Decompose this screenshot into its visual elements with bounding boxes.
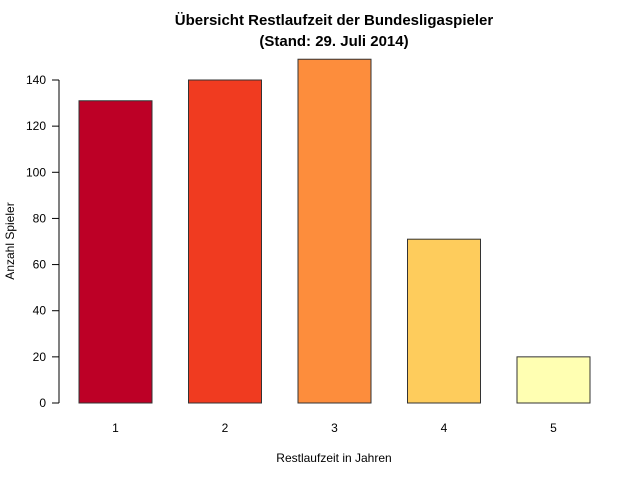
x-tick-label: 5 bbox=[550, 421, 557, 435]
x-tick-label: 4 bbox=[441, 421, 448, 435]
x-tick-label: 1 bbox=[112, 421, 119, 435]
bar-4 bbox=[407, 238, 481, 404]
x-tick-labels: 1 2 3 4 5 bbox=[112, 421, 557, 435]
y-tick-label: 60 bbox=[33, 258, 47, 272]
y-tick-label: 140 bbox=[26, 73, 46, 87]
bar-1 bbox=[78, 100, 153, 404]
y-axis-label: Anzahl Spieler bbox=[3, 202, 17, 279]
y-tick-label: 80 bbox=[33, 211, 47, 225]
y-tick-label: 20 bbox=[33, 350, 47, 364]
bars-group bbox=[78, 58, 591, 404]
chart-title-line1: Übersicht Restlaufzeit der Bundesligaspi… bbox=[175, 12, 494, 29]
x-axis-label: Restlaufzeit in Jahren bbox=[276, 451, 391, 465]
chart-title-line2: (Stand: 29. Juli 2014) bbox=[259, 33, 408, 50]
bar-2 bbox=[188, 79, 262, 404]
y-axis: 0 20 40 60 80 100 120 140 bbox=[26, 73, 60, 410]
y-tick-label: 100 bbox=[26, 165, 46, 179]
x-tick-label: 3 bbox=[331, 421, 338, 435]
x-tick-label: 2 bbox=[222, 421, 229, 435]
y-tick-label: 120 bbox=[26, 119, 46, 133]
y-tick-label: 0 bbox=[39, 396, 46, 410]
bar-3 bbox=[297, 58, 372, 404]
bar-5 bbox=[516, 356, 591, 404]
y-tick-label: 40 bbox=[33, 304, 47, 318]
